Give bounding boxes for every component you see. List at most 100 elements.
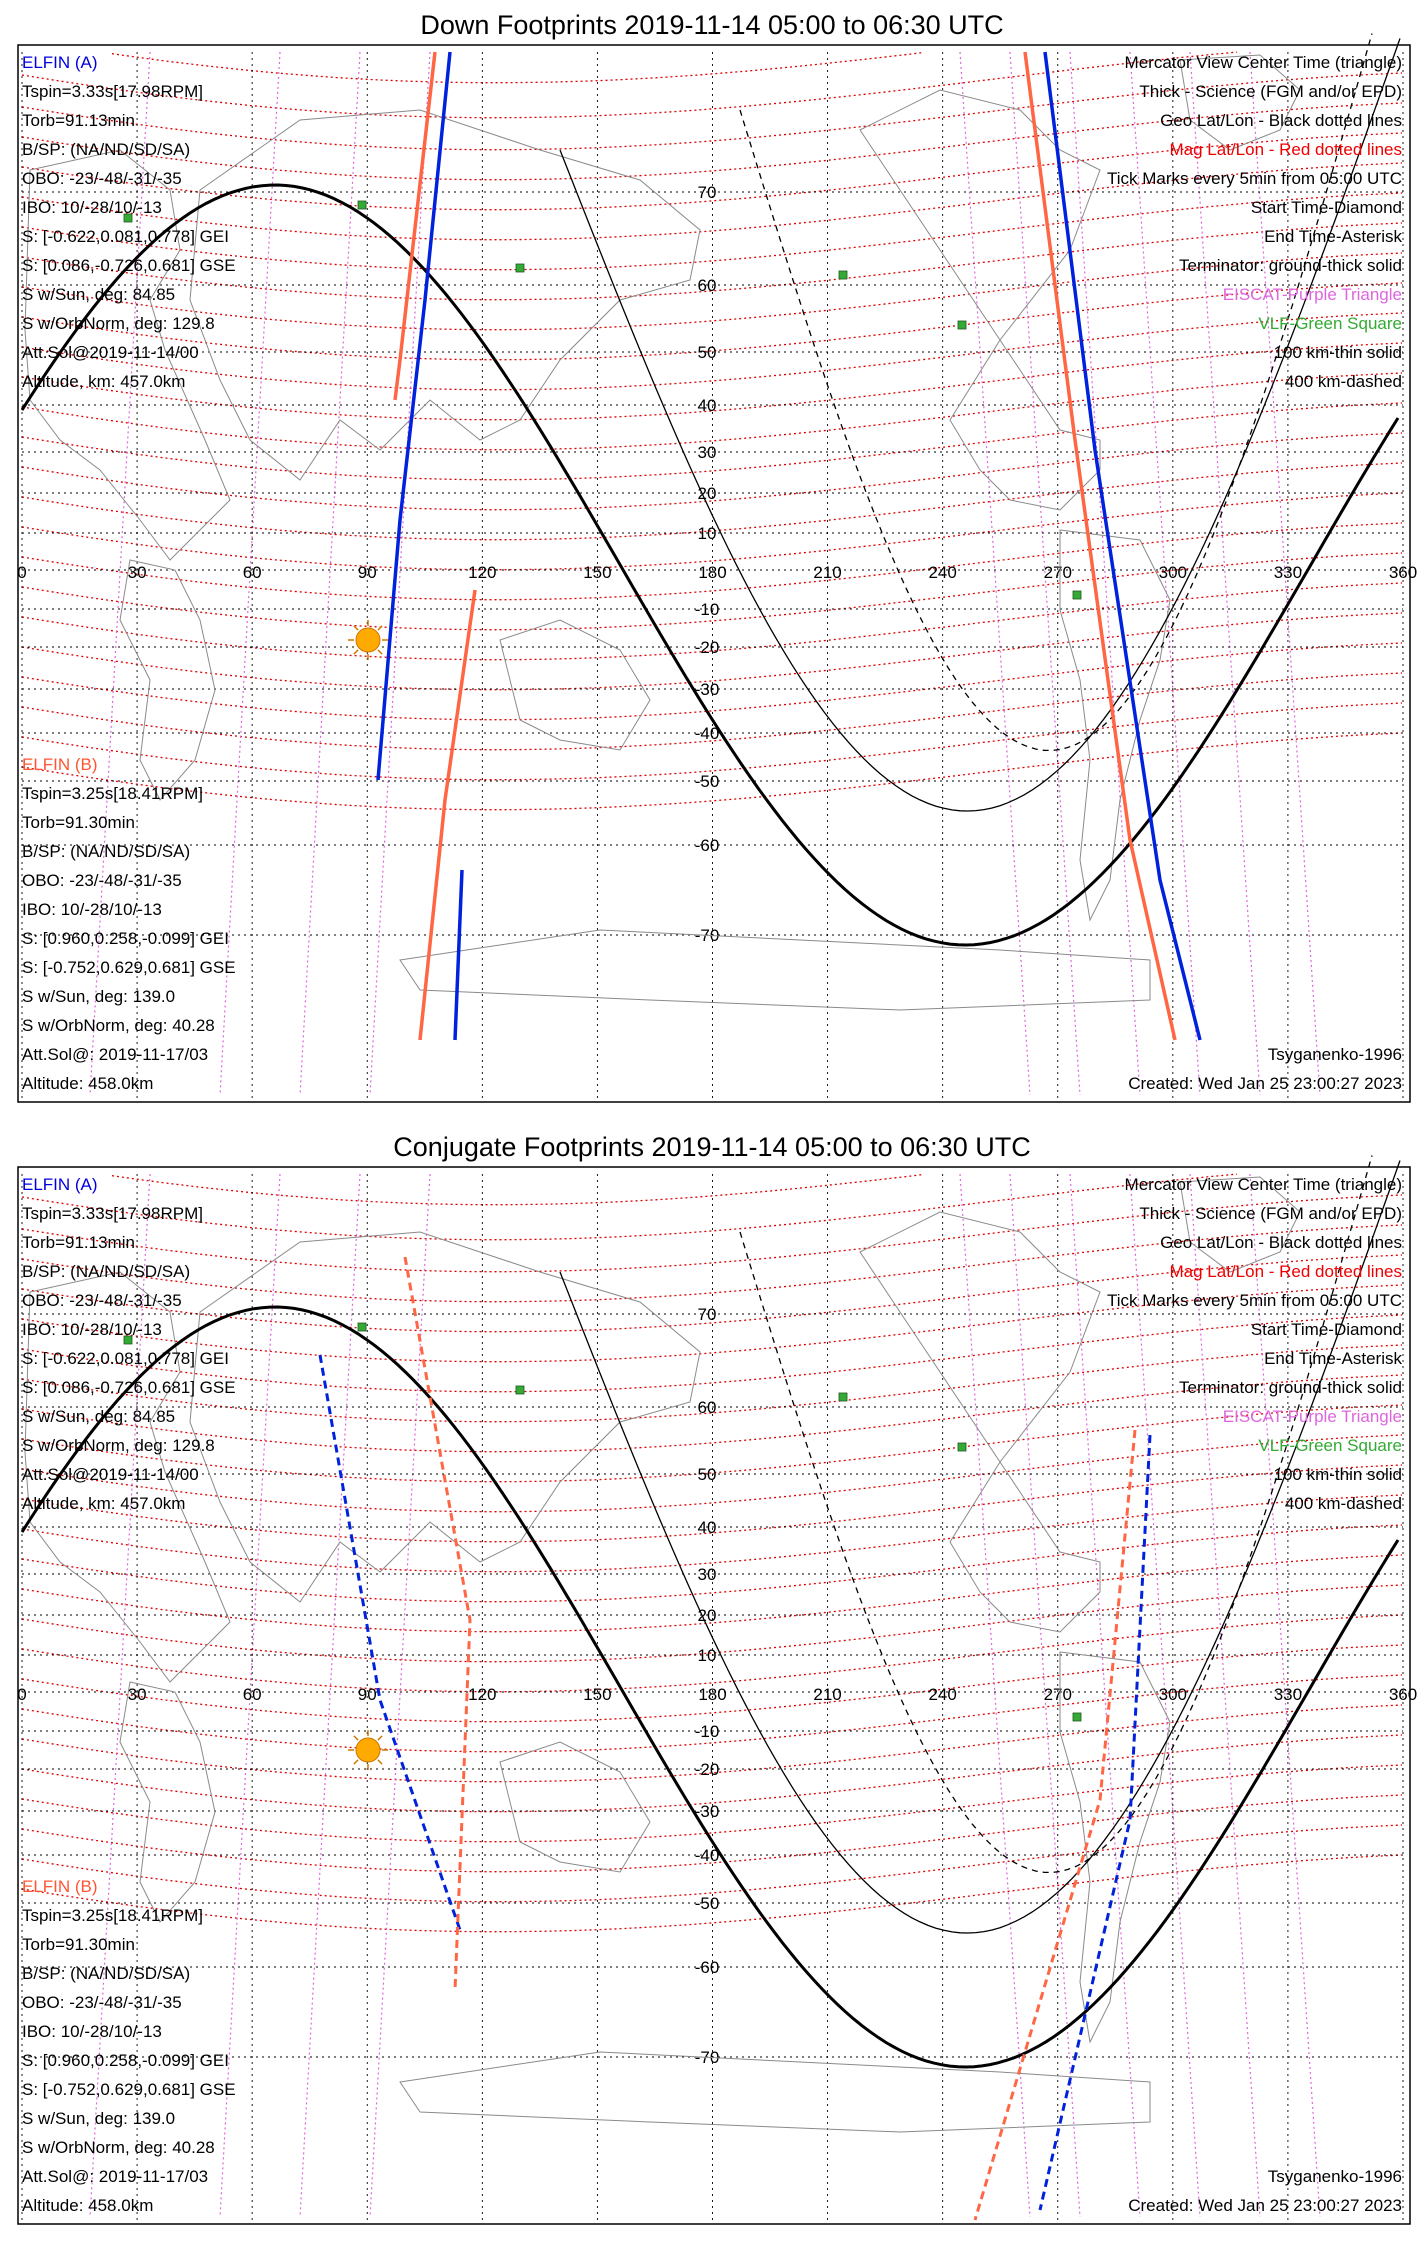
magnetic-longitude-line	[1069, 51, 1141, 1096]
conjugate-track	[1038, 1434, 1152, 2211]
latitude-tick-label: 50	[698, 1465, 717, 1484]
created-timestamp: Created: Wed Jan 25 23:00:27 2023	[1128, 1074, 1402, 1093]
info-line: S w/Sun, deg: 84.85	[22, 285, 175, 304]
legend-line: Mercator View Center Time (triangle)	[1125, 1175, 1402, 1194]
magnetic-longitude-line	[1189, 1173, 1261, 2218]
legend-line: Geo Lat/Lon - Black dotted lines	[1160, 1233, 1402, 1252]
latitude-tick-label: -30	[695, 680, 720, 699]
info-line: B/SP: (NA/ND/SD/SA)	[22, 1262, 190, 1281]
info-line: IBO: 10/-28/10/-13	[22, 198, 162, 217]
footprint-track	[1023, 51, 1177, 1041]
coastline	[1179, 1176, 1301, 1273]
info-line: S: [0.960,0.258,-0.099] GEI	[22, 2051, 229, 2070]
magnetic-latitude-line	[21, 1674, 1403, 1753]
longitude-tick-label: 180	[698, 1685, 726, 1704]
info-line: OBO: -23/-48/-31/-35	[22, 871, 182, 890]
vlf-station-marker	[123, 213, 133, 223]
longitude-tick-label: 60	[243, 1685, 262, 1704]
info-elfin-b: ELFIN (B) Tspin=3.25s[18.41RPM] Torb=91.…	[22, 755, 236, 1093]
magnetic-latitude-line	[111, 1174, 923, 1206]
terminator-100km-line	[559, 38, 1401, 812]
sun-ray	[353, 1735, 359, 1741]
magnetic-latitude-line	[21, 1464, 1403, 1543]
magnetic-latitude-line	[21, 552, 1403, 631]
magnetic-longitude-line	[1009, 51, 1081, 1096]
legend-line: Thick - Science (FGM and/or EPD)	[1139, 82, 1402, 101]
magnetic-latitude-line	[21, 1854, 1403, 1933]
coastline	[499, 1741, 651, 1873]
longitude-tick-label: 120	[468, 563, 496, 582]
magnetic-longitude-line	[219, 51, 281, 1096]
latitude-tick-label: -10	[695, 1722, 720, 1741]
latitude-tick-label: 10	[698, 524, 717, 543]
magnetic-latitude-line	[21, 612, 1403, 691]
magnetic-longitude-line	[959, 1173, 1031, 2218]
legend-line: Mag Lat/Lon - Red dotted lines	[1170, 1262, 1402, 1281]
created-timestamp: Created: Wed Jan 25 23:00:27 2023	[1128, 2196, 1402, 2215]
magnetic-longitude-line	[1189, 51, 1261, 1096]
longitude-tick-label: 0	[17, 563, 26, 582]
sun-ray	[377, 649, 383, 655]
magnetic-latitude-line	[21, 1194, 1403, 1273]
legend-info: Mercator View Center Time (triangle) Thi…	[1107, 53, 1403, 1093]
coastline	[499, 619, 651, 751]
magnetic-latitude-line	[21, 1254, 1403, 1333]
info-line: Altitude: 458.0km	[22, 2196, 153, 2215]
vlf-station-marker	[957, 1442, 967, 1452]
magnetic-latitude-line	[21, 222, 1403, 301]
longitude-tick-label: 30	[128, 1685, 147, 1704]
coastline	[399, 929, 1151, 1011]
legend-line: Mercator View Center Time (triangle)	[1125, 53, 1402, 72]
coastline	[399, 2051, 1151, 2133]
latitude-tick-label: -10	[695, 600, 720, 619]
sun-ray	[353, 1759, 359, 1765]
magnetic-latitude-line	[21, 1374, 1403, 1453]
magnetic-latitude-line	[21, 1704, 1403, 1783]
legend-line: 100 km-thin solid	[1273, 343, 1402, 362]
info-line: Tspin=3.33s[17.98RPM]	[22, 1204, 203, 1223]
coastline	[1179, 54, 1301, 151]
longitude-tick-label: 300	[1159, 563, 1187, 582]
info-line: S w/Sun, deg: 139.0	[22, 2109, 175, 2128]
sun-ray	[377, 625, 383, 631]
longitude-tick-label: 330	[1274, 563, 1302, 582]
magnetic-latitude-line	[21, 522, 1403, 601]
footprint-track	[376, 51, 452, 781]
latitude-tick-label: 20	[698, 484, 717, 503]
magnetic-latitude-line	[21, 732, 1403, 811]
longitude-tick-label: 210	[813, 1685, 841, 1704]
model-credit: Tsyganenko-1996	[1268, 2167, 1402, 2186]
panel-title: Conjugate Footprints 2019-11-14 05:00 to…	[393, 1132, 1030, 1162]
magnetic-latitude-line	[21, 462, 1403, 541]
info-line: S w/Sun, deg: 84.85	[22, 1407, 175, 1426]
magnetic-longitude-line	[959, 51, 1031, 1096]
info-elfin-a: ELFIN (A) Tspin=3.33s[17.98RPM] Torb=91.…	[22, 53, 236, 391]
coastline	[189, 1231, 701, 1603]
info-elfin-b: ELFIN (B) Tspin=3.25s[18.41RPM] Torb=91.…	[22, 1877, 236, 2215]
info-line: Tspin=3.25s[18.41RPM]	[22, 784, 203, 803]
terminator-100km-line	[559, 1160, 1401, 1934]
magnetic-longitude-line	[1009, 1173, 1081, 2218]
magnetic-longitude-line	[299, 1173, 361, 2218]
info-line: OBO: -23/-48/-31/-35	[22, 1291, 182, 1310]
legend-line: Terminator: ground-thick solid	[1179, 1378, 1402, 1397]
magnetic-latitude-line	[21, 432, 1403, 511]
legend-line: EISCAT-Purple Triangle	[1223, 1407, 1402, 1426]
magnetic-latitude-line	[21, 492, 1403, 571]
info-line: S: [0.086,-0.726,0.681] GSE	[22, 256, 236, 275]
vlf-station-marker	[357, 1322, 367, 1332]
info-line: S: [0.960,0.258,-0.099] GEI	[22, 929, 229, 948]
magnetic-latitude-line	[21, 1764, 1403, 1843]
plot-frame	[17, 1166, 1411, 2225]
magnetic-latitude-line	[21, 1434, 1403, 1513]
info-line: Att.Sol@2019-11-14/00	[22, 343, 199, 362]
magnetic-latitude-line	[21, 1824, 1403, 1903]
map-area: 0 30 60 90 120 150 180 210 240 270 300 330 360 70 60 50…	[17, 33, 1417, 1098]
legend-line: EISCAT-Purple Triangle	[1223, 285, 1402, 304]
legend-line: Mag Lat/Lon - Red dotted lines	[1170, 140, 1402, 159]
info-line: Torb=91.13min	[22, 111, 135, 130]
sun-ray	[377, 1759, 383, 1765]
footprint-track	[1043, 51, 1202, 1041]
info-line: ELFIN (A)	[22, 53, 98, 72]
magnetic-latitude-line	[21, 702, 1403, 781]
